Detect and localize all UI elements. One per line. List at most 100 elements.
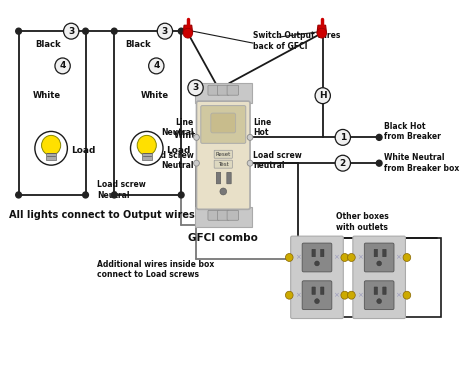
Text: White: White — [33, 91, 61, 100]
Text: White: White — [174, 131, 202, 140]
Circle shape — [377, 299, 382, 304]
Circle shape — [16, 192, 21, 198]
Circle shape — [178, 28, 184, 34]
FancyBboxPatch shape — [194, 83, 252, 103]
Circle shape — [335, 129, 350, 145]
Text: Load: Load — [71, 146, 96, 155]
FancyBboxPatch shape — [365, 243, 394, 272]
Circle shape — [341, 253, 348, 261]
Circle shape — [188, 80, 203, 96]
Text: Additional wires inside box
connect to Load screws: Additional wires inside box connect to L… — [97, 260, 214, 279]
Circle shape — [193, 160, 200, 166]
Circle shape — [317, 28, 327, 38]
Circle shape — [403, 253, 410, 261]
FancyBboxPatch shape — [211, 113, 236, 133]
Text: ×: × — [395, 292, 401, 298]
FancyBboxPatch shape — [216, 172, 221, 184]
Circle shape — [315, 299, 319, 304]
Text: ×: × — [357, 292, 363, 298]
Text: ×: × — [333, 292, 339, 298]
Text: ×: × — [395, 255, 401, 261]
Polygon shape — [183, 25, 192, 33]
Circle shape — [341, 291, 348, 299]
Text: Other boxes
with outlets: Other boxes with outlets — [336, 212, 388, 232]
FancyBboxPatch shape — [302, 281, 332, 309]
FancyBboxPatch shape — [374, 249, 377, 257]
FancyBboxPatch shape — [312, 287, 315, 294]
Text: White Neutral
from Breaker box: White Neutral from Breaker box — [384, 153, 459, 173]
FancyBboxPatch shape — [227, 85, 238, 95]
Text: GFCI combo: GFCI combo — [188, 233, 258, 243]
Text: 4: 4 — [59, 61, 66, 70]
FancyBboxPatch shape — [227, 210, 238, 220]
Text: Line
Hot: Line Hot — [253, 118, 271, 137]
Text: Black: Black — [126, 39, 151, 49]
FancyBboxPatch shape — [218, 210, 229, 220]
FancyBboxPatch shape — [46, 153, 56, 160]
Circle shape — [193, 134, 200, 140]
FancyBboxPatch shape — [214, 160, 232, 168]
Circle shape — [315, 88, 330, 104]
Circle shape — [247, 160, 253, 166]
FancyBboxPatch shape — [383, 287, 386, 294]
Text: 3: 3 — [68, 27, 74, 36]
Text: ×: × — [295, 255, 301, 261]
Circle shape — [35, 132, 67, 165]
Text: Load screw
neutral: Load screw neutral — [253, 150, 301, 170]
Circle shape — [285, 253, 293, 261]
FancyBboxPatch shape — [383, 249, 386, 257]
Text: Black Hot
from Breaker: Black Hot from Breaker — [384, 122, 441, 141]
FancyBboxPatch shape — [208, 85, 219, 95]
Text: Switch Output wires
back of GFCI: Switch Output wires back of GFCI — [253, 31, 340, 50]
FancyBboxPatch shape — [320, 287, 324, 294]
Circle shape — [183, 28, 192, 38]
Circle shape — [157, 23, 173, 39]
Text: Load: Load — [166, 146, 190, 155]
FancyBboxPatch shape — [353, 236, 405, 318]
Circle shape — [64, 23, 79, 39]
Text: H: H — [319, 91, 327, 100]
Circle shape — [347, 253, 355, 261]
FancyBboxPatch shape — [374, 287, 377, 294]
FancyBboxPatch shape — [365, 281, 394, 309]
Circle shape — [82, 28, 89, 34]
Circle shape — [376, 160, 382, 166]
FancyBboxPatch shape — [302, 243, 332, 272]
Text: 4: 4 — [153, 61, 160, 70]
Circle shape — [403, 291, 410, 299]
Circle shape — [42, 135, 61, 155]
Circle shape — [16, 28, 21, 34]
Circle shape — [130, 132, 163, 165]
Circle shape — [315, 261, 319, 266]
Polygon shape — [317, 25, 327, 33]
Circle shape — [347, 291, 355, 299]
FancyBboxPatch shape — [320, 249, 324, 257]
Circle shape — [178, 192, 184, 198]
Circle shape — [247, 134, 253, 140]
Text: 1: 1 — [340, 133, 346, 142]
Text: 3: 3 — [192, 83, 199, 92]
FancyBboxPatch shape — [197, 101, 250, 209]
Circle shape — [376, 134, 382, 140]
Circle shape — [220, 188, 227, 195]
Text: Reset: Reset — [216, 152, 231, 157]
FancyBboxPatch shape — [218, 85, 229, 95]
Circle shape — [111, 192, 117, 198]
Text: Load screw
Neutral: Load screw Neutral — [97, 180, 146, 200]
Text: Line
Neutral: Line Neutral — [161, 118, 193, 137]
Circle shape — [285, 291, 293, 299]
Text: Load screw
Neutral: Load screw Neutral — [145, 150, 193, 170]
FancyBboxPatch shape — [194, 207, 252, 227]
Text: All lights connect to Output wires: All lights connect to Output wires — [9, 210, 195, 220]
Circle shape — [82, 192, 89, 198]
Text: White: White — [140, 91, 168, 100]
FancyBboxPatch shape — [312, 249, 315, 257]
FancyBboxPatch shape — [208, 210, 219, 220]
FancyBboxPatch shape — [214, 150, 232, 158]
Text: Black: Black — [35, 39, 61, 49]
Circle shape — [55, 58, 70, 74]
Circle shape — [335, 155, 350, 171]
Text: Test: Test — [218, 162, 228, 167]
Text: ×: × — [333, 255, 339, 261]
Circle shape — [377, 261, 382, 266]
